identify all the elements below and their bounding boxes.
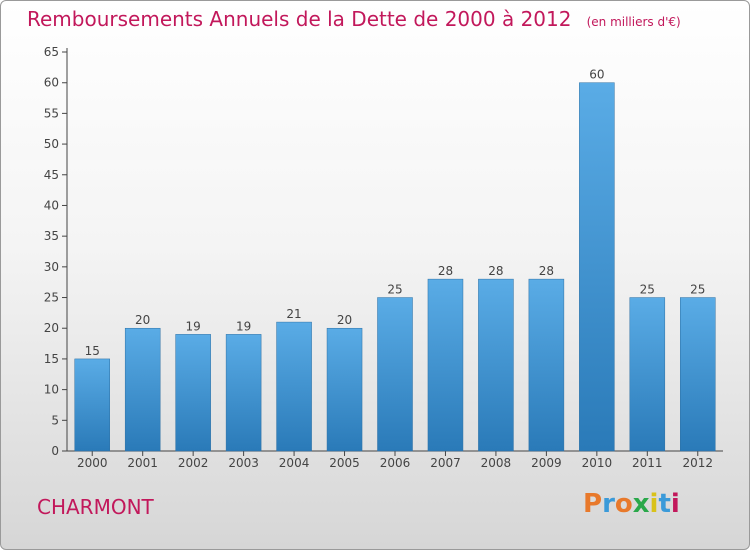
brand-logo: Proxiti bbox=[583, 489, 680, 519]
x-tick-label-2005: 2005 bbox=[329, 456, 360, 470]
data-label-2007: 28 bbox=[438, 264, 453, 278]
x-tick-label-2008: 2008 bbox=[481, 456, 512, 470]
bar-2010 bbox=[579, 82, 615, 452]
y-tick-label: 10 bbox=[44, 383, 59, 397]
data-label-2001: 20 bbox=[135, 313, 150, 327]
chart-title: Remboursements Annuels de la Dette de 20… bbox=[27, 7, 572, 31]
commune-name: CHARMONT bbox=[37, 495, 154, 519]
bar-2007 bbox=[427, 278, 464, 452]
y-tick-label: 45 bbox=[44, 168, 59, 182]
y-tick-label: 55 bbox=[44, 106, 59, 120]
y-tick-label: 15 bbox=[44, 352, 59, 366]
data-label-2003: 19 bbox=[236, 319, 251, 333]
y-tick-label: 0 bbox=[51, 444, 59, 458]
data-label-2009: 28 bbox=[539, 264, 554, 278]
x-tick-label-2003: 2003 bbox=[228, 456, 259, 470]
data-label-2005: 20 bbox=[337, 313, 352, 327]
brand-letter: x bbox=[632, 489, 650, 519]
bar-2006 bbox=[377, 297, 413, 452]
data-label-2002: 19 bbox=[186, 319, 201, 333]
y-tick-label: 65 bbox=[44, 45, 59, 59]
data-label-2012: 25 bbox=[690, 283, 705, 297]
x-tick-label-2009: 2009 bbox=[531, 456, 562, 470]
x-tick-label-2001: 2001 bbox=[127, 456, 158, 470]
x-tick-label-2004: 2004 bbox=[279, 456, 310, 470]
y-tick-label: 60 bbox=[44, 76, 59, 90]
x-tick-label-2007: 2007 bbox=[430, 456, 461, 470]
y-tick-label: 30 bbox=[44, 260, 59, 274]
title-row: Remboursements Annuels de la Dette de 20… bbox=[27, 7, 681, 31]
data-label-2004: 21 bbox=[286, 307, 301, 321]
x-tick-label-2006: 2006 bbox=[380, 456, 411, 470]
y-tick-label: 50 bbox=[44, 137, 59, 151]
brand-letter: o bbox=[614, 489, 633, 519]
brand-letter: r bbox=[602, 489, 615, 519]
x-tick-label-2012: 2012 bbox=[682, 456, 713, 470]
y-tick-label: 25 bbox=[44, 291, 59, 305]
y-tick-label: 35 bbox=[44, 229, 59, 243]
bar-2003 bbox=[225, 334, 262, 452]
data-label-2010: 60 bbox=[589, 68, 604, 82]
brand-letter: P bbox=[583, 489, 603, 519]
x-tick-label-2010: 2010 bbox=[582, 456, 613, 470]
brand-letter: i bbox=[649, 489, 659, 519]
x-tick-label-2011: 2011 bbox=[632, 456, 663, 470]
data-label-2006: 25 bbox=[387, 283, 402, 297]
x-tick-label-2000: 2000 bbox=[77, 456, 108, 470]
bar-2005 bbox=[326, 327, 363, 452]
y-tick-label: 5 bbox=[51, 413, 59, 427]
bar-2009 bbox=[528, 278, 565, 452]
bar-2011 bbox=[629, 297, 666, 452]
bar-2000 bbox=[74, 358, 110, 452]
x-tick-label-2002: 2002 bbox=[178, 456, 209, 470]
y-tick-label: 20 bbox=[44, 321, 59, 335]
bar-2002 bbox=[175, 334, 211, 452]
bar-2008 bbox=[478, 278, 514, 452]
y-tick-label: 40 bbox=[44, 198, 59, 212]
data-label-2008: 28 bbox=[488, 264, 503, 278]
brand-letter: t bbox=[658, 489, 671, 519]
data-label-2000: 15 bbox=[85, 344, 100, 358]
chart-subtitle: (en milliers d'€) bbox=[586, 15, 681, 29]
bar-2004 bbox=[276, 321, 312, 452]
brand-letter: i bbox=[670, 489, 680, 519]
data-label-2011: 25 bbox=[640, 283, 655, 297]
bar-2012 bbox=[680, 297, 716, 452]
bar-2001 bbox=[124, 327, 161, 452]
